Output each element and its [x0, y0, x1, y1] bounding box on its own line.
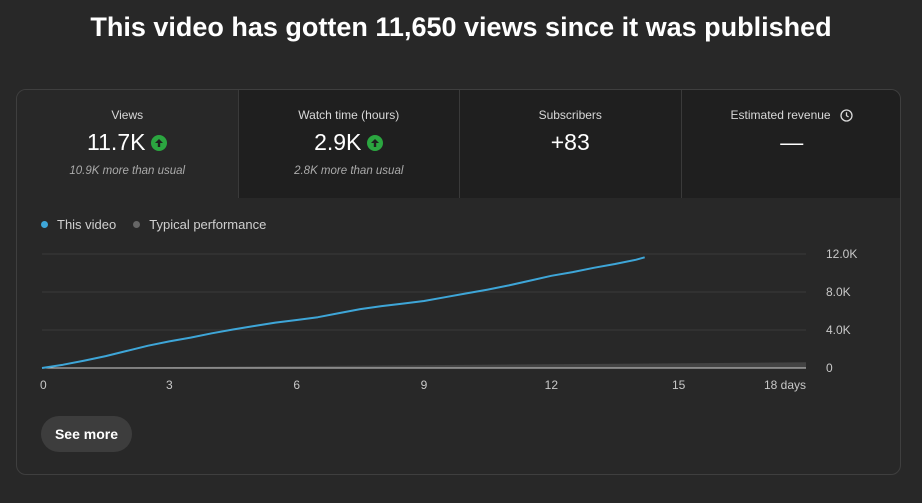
- tab-views[interactable]: Views 11.7K 10.9K more than usual: [17, 90, 239, 198]
- views-chart: 0 4.0K 8.0K 12.0K 0 3 6 9 12 15 18 days: [40, 247, 857, 392]
- clock-icon: [840, 109, 853, 125]
- x-tick-label: 6: [293, 378, 300, 392]
- tab-value: 11.7K: [87, 129, 146, 155]
- y-tick-label: 12.0K: [826, 247, 857, 261]
- tab-comparison: 10.9K more than usual: [69, 165, 186, 177]
- y-tick-label: 8.0K: [826, 285, 851, 299]
- see-more-button[interactable]: See more: [41, 416, 132, 452]
- metric-tabs: Views 11.7K 10.9K more than usual Watch …: [17, 90, 901, 198]
- legend-dot-icon: [133, 221, 141, 228]
- analytics-card: Views 11.7K 10.9K more than usual Watch …: [16, 89, 901, 475]
- tab-label-row: Estimated revenue: [682, 108, 901, 125]
- this-video-line: [41, 256, 645, 369]
- x-tick-label: 15: [672, 378, 686, 392]
- legend-dot-icon: [41, 221, 48, 228]
- legend-label: Typical performance: [149, 217, 267, 232]
- legend-this-video[interactable]: This video: [41, 217, 116, 232]
- typical-performance-band: [42, 362, 806, 368]
- x-tick-label: 18 days: [764, 378, 806, 392]
- tab-label: Watch time (hours): [298, 108, 400, 122]
- tab-value: —: [780, 129, 804, 155]
- legend-label: This video: [57, 217, 117, 232]
- arrow-up-icon: [367, 134, 384, 151]
- tab-value: 2.9K: [314, 129, 362, 155]
- legend-typical-performance[interactable]: Typical performance: [133, 217, 266, 232]
- x-tick-label: 0: [40, 378, 47, 392]
- y-tick-label: 4.0K: [826, 323, 851, 337]
- x-tick-label: 12: [545, 378, 559, 392]
- tab-value: +83: [550, 129, 590, 155]
- chart-legend: This video Typical performance: [41, 217, 283, 232]
- tab-subscribers[interactable]: Subscribers +83: [460, 90, 682, 198]
- x-tick-label: 3: [166, 378, 173, 392]
- page-title: This video has gotten 11,650 views since…: [90, 12, 832, 42]
- tab-label: Subscribers: [538, 108, 602, 122]
- tab-estimated-revenue[interactable]: Estimated revenue —: [681, 90, 901, 198]
- tab-label: Estimated revenue: [730, 108, 831, 122]
- tab-comparison: 2.8K more than usual: [294, 165, 404, 177]
- arrow-up-icon: [151, 134, 168, 151]
- y-tick-label: 0: [826, 361, 833, 375]
- tab-label: Views: [111, 108, 144, 122]
- tab-watch-time[interactable]: Watch time (hours) 2.9K 2.8K more than u…: [238, 90, 460, 198]
- x-tick-label: 9: [421, 378, 428, 392]
